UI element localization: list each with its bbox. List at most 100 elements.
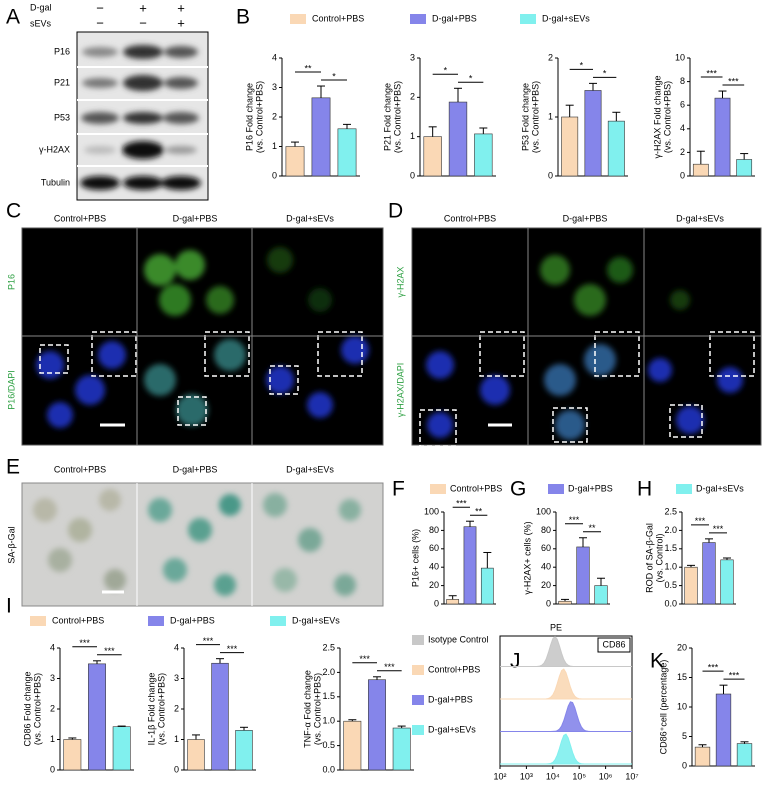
y-tick-label: 0 <box>50 764 55 774</box>
significance-label: *** <box>713 524 724 534</box>
y-tick-label: 1.0 <box>322 716 335 726</box>
y-tick-label: 1.5 <box>322 691 335 701</box>
panel-labels: A B C D E F G H I J K <box>6 6 664 673</box>
legend-label: Control+PBS <box>450 483 502 493</box>
legend-swatch <box>412 695 424 705</box>
panel-label: J <box>510 650 521 673</box>
legend-label: D-gal+PBS <box>428 694 473 704</box>
legend-swatch <box>412 665 424 675</box>
y-tick-label: 0.0 <box>664 598 677 608</box>
bar <box>311 97 331 177</box>
significance-label: *** <box>569 515 580 525</box>
panel-label: I <box>6 595 12 618</box>
sign: + <box>177 15 185 30</box>
bar <box>692 163 709 177</box>
panel-label: D <box>388 200 403 223</box>
y-axis-label: (vs. Control) <box>654 533 664 582</box>
y-tick-label: 0 <box>680 170 685 180</box>
bar <box>112 726 131 771</box>
column-label: D-gal+sEVs <box>676 213 724 223</box>
y-tick-label: 40 <box>541 562 551 572</box>
legend-swatch <box>412 635 424 645</box>
y-tick-label: 0 <box>682 760 687 770</box>
y-axis-label: IL-1β Fold change <box>146 673 156 746</box>
image-panel-d: Control+PBS D-gal+PBS D-gal+sEVs γ-H2AX … <box>395 213 762 447</box>
row-label: P16/DAPI <box>6 370 16 410</box>
panel-label: F <box>392 478 405 501</box>
row-label: SA-β-Gal <box>6 526 16 563</box>
significance-label: * <box>332 71 336 81</box>
sign: − <box>96 0 104 15</box>
significance-label: *** <box>384 662 395 672</box>
x-tick-label: 10⁵ <box>572 771 586 781</box>
bar <box>423 136 442 177</box>
y-axis-label: (vs. Control+PBS) <box>530 81 540 153</box>
y-tick-label: 20 <box>677 642 687 652</box>
legend: Control+PBS D-gal+PBS D-gal+sEVs <box>430 483 744 494</box>
y-tick-label: 80 <box>429 525 439 535</box>
x-tick-label: 10³ <box>520 771 533 781</box>
panel-label: A <box>6 6 20 29</box>
significance-label: *** <box>708 663 719 673</box>
y-tick-label: 1.5 <box>664 543 677 553</box>
y-tick-label: 3 <box>272 82 277 92</box>
protein-label: P16 <box>54 46 70 56</box>
y-tick-label: 3 <box>410 52 415 62</box>
plot-frame <box>499 635 633 767</box>
y-tick-label: 2.5 <box>664 506 677 516</box>
y-tick-label: 8 <box>680 76 685 86</box>
row-label: γ-H2AX <box>395 266 405 297</box>
density-curve <box>500 701 632 732</box>
y-tick-label: 0 <box>410 170 415 180</box>
bar <box>736 159 753 177</box>
legend-label: D-gal+PBS <box>170 615 215 625</box>
y-tick-label: 1.0 <box>664 562 677 572</box>
legend-label: D-gal+sEVs <box>292 615 340 625</box>
legend-label: D-gal+sEVs <box>428 724 476 734</box>
y-axis-label: P16+ cells (%) <box>410 529 420 587</box>
y-tick-label: 0 <box>546 598 551 608</box>
bar <box>594 585 608 605</box>
bar <box>187 739 205 771</box>
panel-label: H <box>637 478 652 501</box>
y-tick-label: 2 <box>410 92 415 102</box>
y-tick-label: 40 <box>429 562 439 572</box>
y-axis-label: TNF-α Fold change <box>302 670 312 748</box>
density-curve <box>500 668 632 700</box>
y-tick-label: 2 <box>272 111 277 121</box>
protein-label: P53 <box>54 112 70 122</box>
significance-label: * <box>444 66 448 76</box>
column-label: Control+PBS <box>54 464 106 474</box>
y-axis-label: P16 Fold change <box>244 83 254 151</box>
y-axis-label: ROD of SA-β-Gal <box>644 523 654 593</box>
x-tick-label: 10⁷ <box>625 771 638 781</box>
x-tick-label: 10² <box>493 771 506 781</box>
legend-label: Control+PBS <box>428 664 480 674</box>
column-label: Control+PBS <box>54 213 106 223</box>
treatment-label: sEVs <box>30 18 52 28</box>
sign: − <box>96 15 104 30</box>
y-axis-label: (vs. Control+PBS) <box>32 673 42 745</box>
y-tick-label: 4 <box>272 52 277 62</box>
bar <box>285 146 305 177</box>
marker-label: CD86 <box>602 639 625 649</box>
y-tick-label: 0 <box>548 170 553 180</box>
legend-label: Control+PBS <box>52 615 104 625</box>
significance-label: *** <box>203 636 214 646</box>
y-tick-label: 0.5 <box>664 580 677 590</box>
marker-box <box>597 637 631 653</box>
significance-label: ** <box>588 523 596 533</box>
bar <box>235 730 253 771</box>
column-label: D-gal+PBS <box>173 213 218 223</box>
column-label: D-gal+sEVs <box>286 213 334 223</box>
y-tick-label: 2 <box>174 703 179 713</box>
legend-label: Isotype Control <box>428 634 489 644</box>
y-tick-label: 0.0 <box>322 764 335 774</box>
y-tick-label: 4 <box>174 642 179 652</box>
significance-label: *** <box>729 671 740 681</box>
y-tick-label: 100 <box>536 506 551 516</box>
y-tick-label: 0 <box>434 598 439 608</box>
bar <box>607 120 625 177</box>
y-tick-label: 1 <box>410 131 415 141</box>
